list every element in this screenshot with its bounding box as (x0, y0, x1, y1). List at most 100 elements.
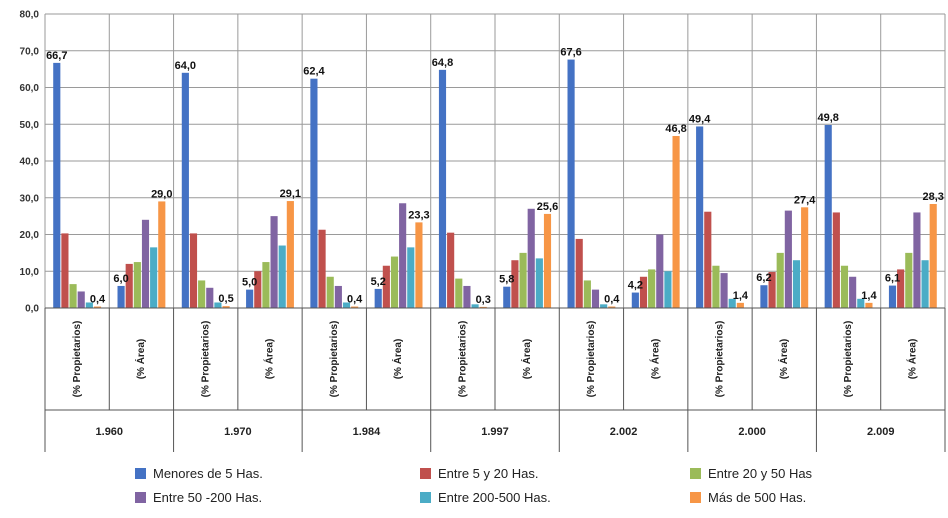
bar (849, 276, 857, 308)
legend-item: Entre 20 y 50 Has (690, 466, 813, 481)
y-axis-ticks: 0,0 10,0 20,0 30,0 40,0 50,0 60,0 70,0 80,0 (20, 10, 40, 315)
bar (455, 278, 463, 308)
bar (631, 292, 639, 308)
bar (262, 262, 270, 308)
bar (648, 269, 656, 308)
data-label: 62,4 (303, 66, 325, 78)
data-label: 67,6 (560, 47, 581, 59)
y-tick-label: 0,0 (25, 304, 39, 315)
bar (61, 233, 69, 308)
bar (222, 306, 230, 308)
data-label: 1,4 (733, 290, 749, 302)
bar (117, 285, 125, 308)
data-label: 6,0 (113, 273, 128, 285)
bar (471, 304, 479, 308)
bar (334, 285, 342, 308)
y-tick-label: 40,0 (20, 157, 40, 168)
legend-item: Entre 200-500 Has. (420, 490, 551, 505)
bar (929, 203, 937, 308)
bar (150, 247, 158, 308)
x-group-label: 1.960 (96, 426, 124, 438)
bar (254, 271, 262, 308)
bar (583, 280, 591, 308)
legend-label: Menores de 5 Has. (153, 466, 263, 481)
bar (189, 233, 198, 308)
data-label: 23,3 (408, 209, 429, 221)
x-category-label: (% Propietarios) (200, 321, 211, 398)
x-category-label: (% Propietarios) (457, 321, 468, 398)
data-label: 29,1 (280, 188, 301, 200)
x-category-label: (% Área) (391, 339, 404, 380)
data-label: 64,8 (432, 57, 453, 69)
x-category-label: (% Propietarios) (843, 321, 854, 398)
bar (600, 304, 608, 308)
bar (206, 287, 214, 308)
x-category-label: (% Propietarios) (715, 321, 726, 398)
bar (567, 59, 575, 308)
bar (133, 262, 141, 308)
data-label: 49,4 (689, 113, 711, 125)
data-label: 29,0 (151, 188, 172, 200)
legend-swatch (420, 492, 431, 503)
bar (382, 265, 390, 308)
bar (888, 285, 897, 308)
bar (125, 263, 133, 308)
bar (672, 136, 680, 308)
bar (374, 288, 382, 308)
bar (511, 260, 519, 308)
bar (390, 256, 399, 308)
bar (93, 306, 102, 308)
bar (69, 284, 77, 308)
bar (913, 212, 921, 308)
x-category-label: (% Propietarios) (329, 321, 340, 398)
bar (591, 289, 600, 308)
data-label: 0,4 (604, 294, 620, 306)
bar (158, 201, 166, 308)
bar (141, 219, 150, 308)
data-label: 0,4 (347, 294, 363, 306)
x-axis: (% Propietarios) (% Área) (% Propietarios)… (44, 307, 946, 452)
data-label: 0,3 (476, 294, 491, 306)
bar (664, 271, 672, 308)
bar (278, 245, 286, 308)
bar (326, 276, 334, 308)
x-category-label: (% Propietarios) (72, 321, 83, 398)
bar (53, 62, 61, 308)
bar (897, 269, 905, 308)
legend-label: Entre 200-500 Has. (438, 490, 551, 505)
bar (463, 285, 471, 308)
data-label: 4,2 (628, 280, 643, 292)
y-tick-label: 50,0 (20, 120, 40, 131)
bar (824, 124, 832, 308)
bar (438, 69, 447, 308)
data-label: 0,5 (218, 293, 233, 305)
bar (905, 252, 913, 308)
bar (479, 306, 487, 308)
legend-label: Entre 50 -200 Has. (153, 490, 262, 505)
data-label: 64,0 (175, 60, 196, 72)
bar (246, 289, 254, 308)
x-category-label: (% Área) (905, 339, 918, 380)
legend-label: Entre 5 y 20 Has. (438, 466, 538, 481)
bar (784, 210, 792, 308)
bar (503, 286, 511, 308)
x-category-label: (% Propietarios) (586, 321, 597, 398)
y-tick-label: 30,0 (20, 193, 40, 204)
data-label: 28,3 (923, 191, 944, 203)
legend-item: Entre 5 y 20 Has. (420, 466, 538, 481)
data-label: 25,6 (537, 201, 558, 213)
y-tick-label: 20,0 (20, 230, 40, 241)
bar (832, 212, 840, 308)
bar (608, 306, 616, 308)
legend-swatch (135, 492, 146, 503)
bar (840, 265, 849, 308)
legend-swatch (420, 468, 431, 479)
data-label: 27,4 (794, 194, 816, 206)
bar (776, 252, 784, 308)
bar (760, 285, 768, 308)
x-group-label: 1.997 (481, 426, 509, 438)
data-label: 0,4 (90, 294, 106, 306)
bar (543, 213, 552, 308)
data-label: 5,8 (499, 274, 514, 286)
